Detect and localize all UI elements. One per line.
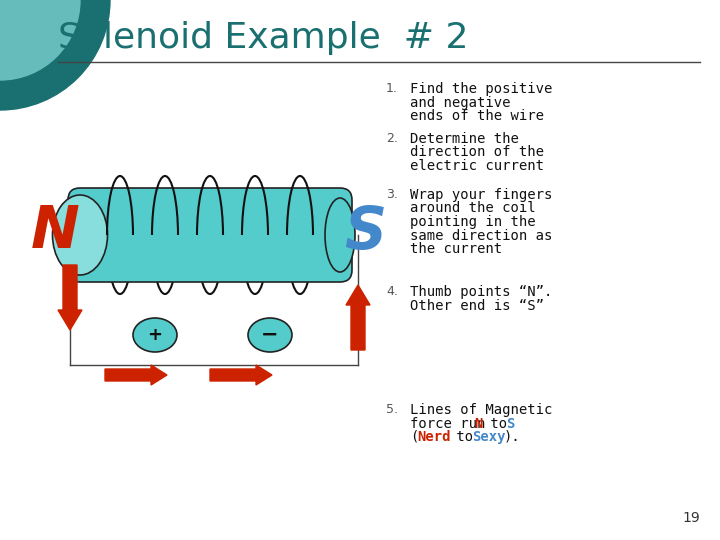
- Text: S: S: [344, 204, 386, 260]
- FancyArrow shape: [105, 365, 167, 385]
- Text: Sexy: Sexy: [472, 430, 505, 444]
- Text: Solenoid Example  # 2: Solenoid Example # 2: [58, 21, 469, 55]
- Text: Wrap your fingers: Wrap your fingers: [410, 188, 552, 202]
- Text: force run: force run: [410, 416, 494, 430]
- Text: ends of the wire: ends of the wire: [410, 109, 544, 123]
- Text: direction of the: direction of the: [410, 145, 544, 159]
- Text: to: to: [448, 430, 482, 444]
- Text: pointing in the: pointing in the: [410, 215, 536, 229]
- Text: electric current: electric current: [410, 159, 544, 173]
- Text: −: −: [261, 325, 279, 345]
- FancyArrow shape: [210, 365, 272, 385]
- Text: Nerd: Nerd: [417, 430, 451, 444]
- Text: Determine the: Determine the: [410, 132, 519, 146]
- Circle shape: [0, 0, 110, 110]
- Text: Lines of Magnetic: Lines of Magnetic: [410, 403, 552, 417]
- Text: +: +: [148, 326, 163, 344]
- FancyBboxPatch shape: [68, 188, 352, 282]
- Text: 1.: 1.: [386, 82, 398, 95]
- Text: and negative: and negative: [410, 96, 510, 110]
- Text: S: S: [506, 416, 514, 430]
- FancyArrow shape: [346, 285, 370, 350]
- Text: to: to: [482, 416, 516, 430]
- Text: around the coil: around the coil: [410, 201, 536, 215]
- Text: 3.: 3.: [386, 188, 398, 201]
- Text: Find the positive: Find the positive: [410, 82, 552, 96]
- Ellipse shape: [133, 318, 177, 352]
- Text: N: N: [30, 204, 79, 260]
- Text: (: (: [410, 430, 418, 444]
- Text: 5.: 5.: [386, 403, 398, 416]
- Text: N: N: [474, 416, 482, 430]
- Circle shape: [0, 0, 80, 80]
- Text: same direction as: same direction as: [410, 228, 552, 242]
- Text: 2.: 2.: [386, 132, 398, 145]
- Ellipse shape: [325, 198, 355, 272]
- Text: the current: the current: [410, 242, 502, 256]
- Text: 19: 19: [683, 511, 700, 525]
- Ellipse shape: [248, 318, 292, 352]
- Text: 4.: 4.: [386, 285, 398, 298]
- Text: ).: ).: [504, 430, 521, 444]
- Text: Thumb points “N”.: Thumb points “N”.: [410, 285, 552, 299]
- FancyArrow shape: [58, 265, 82, 330]
- Text: Other end is “S”: Other end is “S”: [410, 299, 544, 313]
- Ellipse shape: [53, 195, 107, 275]
